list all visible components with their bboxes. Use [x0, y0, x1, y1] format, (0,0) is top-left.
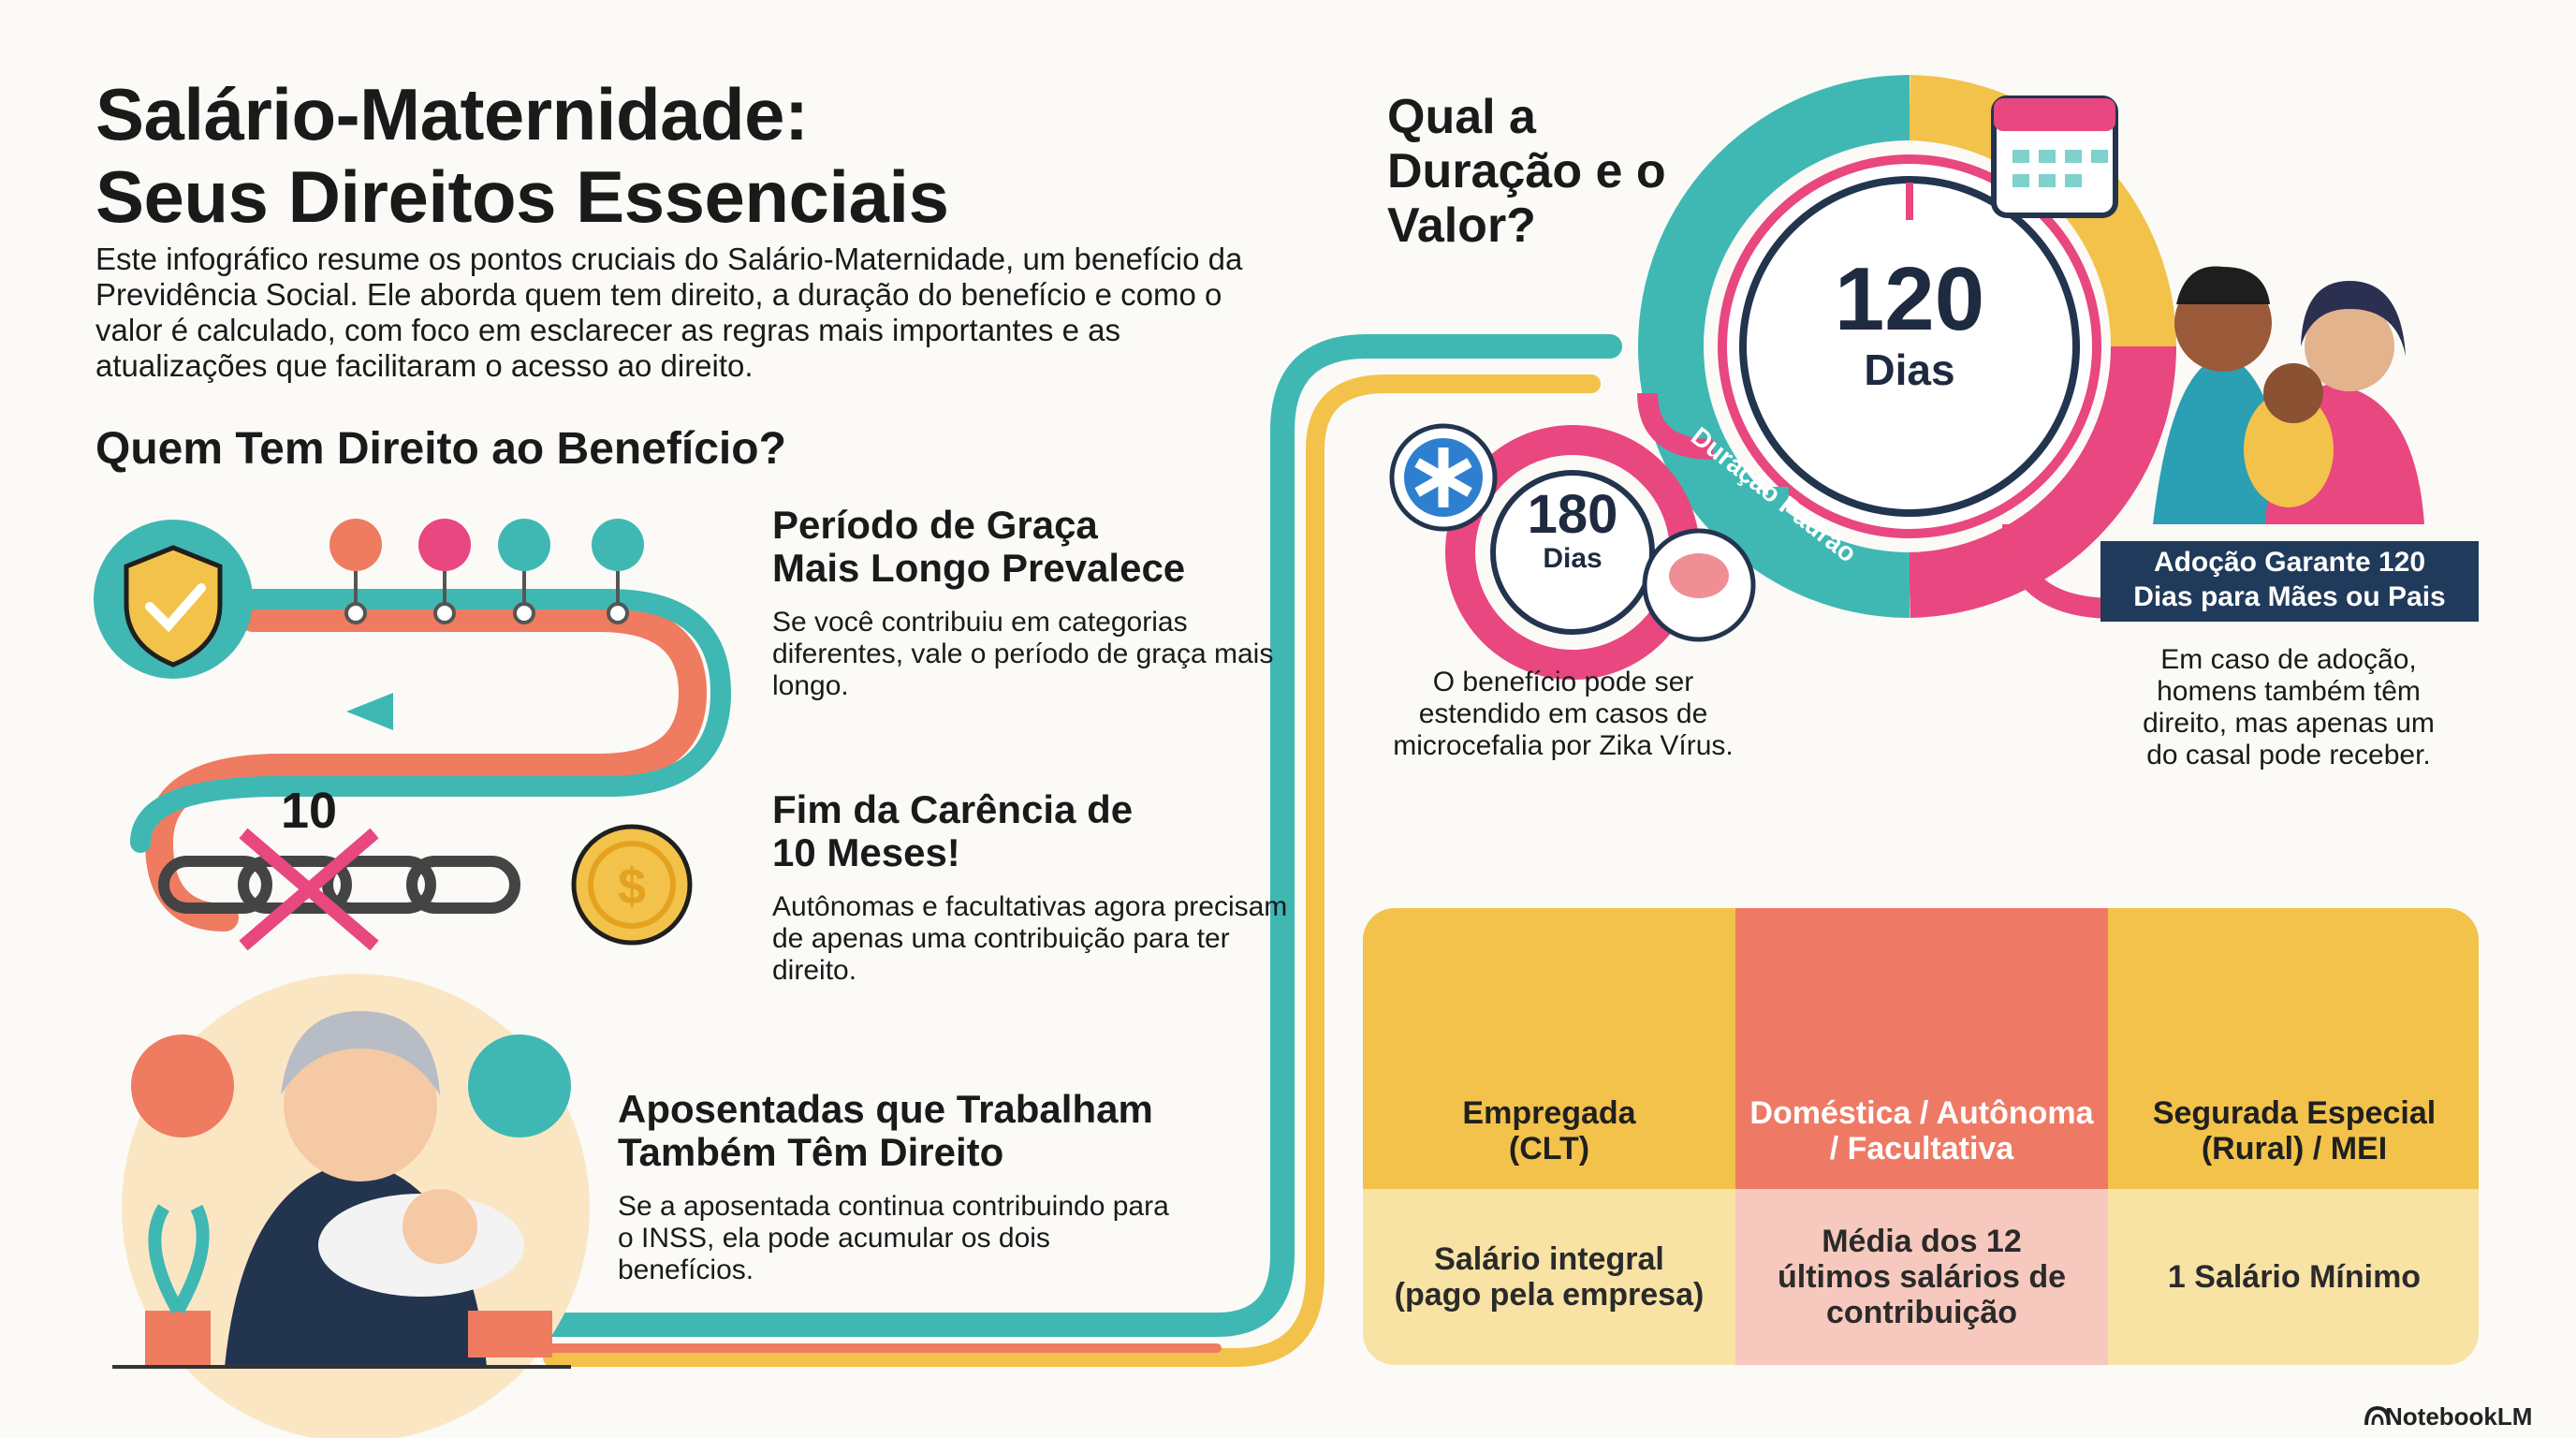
column-value: Média dos 12 últimos salários de contrib… — [1778, 1224, 2066, 1330]
retired-item: Aposentadas que Trabalham Também Têm Dir… — [618, 1088, 1217, 1286]
column-value: Salário integral (pago pela empresa) — [1395, 1241, 1705, 1313]
main-days-number: 120 — [1834, 249, 1985, 349]
extended-days-number: 180 — [1527, 484, 1618, 545]
column-value-line: 1 Salário Mínimo — [2167, 1259, 2422, 1295]
brain-icon — [1642, 528, 1756, 642]
column-value-line: (pago pela empresa) — [1394, 1277, 1705, 1313]
column-label: Segurada Especial (Rural) / MEI — [2108, 1095, 2479, 1167]
main-days-unit: Dias — [1864, 345, 1955, 394]
column-value-bg: Média dos 12 últimos salários de contrib… — [1735, 1189, 2108, 1365]
item-title-line: Também Têm Direito — [618, 1130, 1004, 1174]
column-value-line: contribuição — [1825, 1295, 2018, 1330]
column-header-bg — [1735, 908, 2108, 1189]
column-value-line: Salário integral — [1434, 1241, 1664, 1277]
extended-ring — [1445, 425, 1700, 680]
adoption-banner-line: Dias para Mães ou Pais — [2133, 581, 2446, 612]
column-label: Doméstica / Autônoma / Facultativa — [1735, 1095, 2108, 1167]
duration-title-line: Valor? — [1387, 198, 1536, 253]
broken-chain-icon — [158, 828, 520, 951]
page-title: Salário-Maternidade: Seus Direitos Essen… — [95, 73, 949, 238]
adoption-banner-line: Adoção Garante 120 — [2153, 547, 2426, 578]
adoptive-family-illustration — [2153, 266, 2424, 524]
calendar-icon — [1991, 95, 2118, 218]
item-body: Se você contribuiu em categorias diferen… — [772, 607, 1274, 701]
duration-clock-ring — [1638, 75, 2176, 618]
column-value-bg: 1 Salário Mínimo — [2108, 1189, 2479, 1365]
item-title-line: Mais Longo Prevalece — [772, 546, 1186, 590]
carencia-item: Fim da Carência de 10 Meses! Autônomas e… — [772, 788, 1296, 987]
chain-number: 10 — [281, 783, 338, 839]
title-line-2: Seus Direitos Essenciais — [95, 155, 949, 238]
extended-duration: 180 Dias — [1498, 487, 1647, 575]
column-value: 1 Salário Mínimo — [2168, 1259, 2421, 1295]
item-body: Se a aposentada continua contribuindo pa… — [618, 1191, 1169, 1285]
adoption-banner: Adoção Garante 120 Dias para Mães ou Pai… — [2100, 541, 2479, 622]
value-column-domestic: Doméstica / Autônoma / Facultativa Média… — [1735, 908, 2108, 1365]
duration-title-line: Duração e o — [1387, 144, 1666, 198]
column-header-bg — [1363, 908, 1735, 1189]
coin-icon: $ — [571, 824, 693, 946]
value-column-rural: Segurada Especial (Rural) / MEI 1 Salári… — [2108, 908, 2479, 1365]
duration-section-title: Qual a Duração e o Valor? — [1387, 90, 1666, 253]
duration-title-line: Qual a — [1387, 90, 1536, 144]
item-title-line: Período de Graça — [772, 503, 1098, 547]
column-value-line: Média dos 12 — [1822, 1224, 2022, 1259]
medical-star-icon — [1389, 423, 1498, 532]
grace-period-item: Período de Graça Mais Longo Prevalece Se… — [772, 504, 1296, 702]
svg-text:$: $ — [618, 858, 646, 915]
item-title-line: Aposentadas que Trabalham — [618, 1087, 1153, 1131]
item-title-line: 10 Meses! — [772, 830, 960, 874]
column-label: Empregada (CLT) — [1363, 1095, 1735, 1167]
column-header-bg — [2108, 908, 2479, 1189]
intro-text: Este infográfico resume os pontos crucia… — [95, 242, 1243, 383]
column-label-line: Doméstica / Autônoma — [1749, 1095, 2094, 1131]
column-label-line: Empregada — [1462, 1095, 1636, 1131]
column-label-line: Segurada Especial — [2152, 1095, 2437, 1131]
column-value-line: últimos salários de — [1778, 1259, 2066, 1295]
map-pins — [329, 519, 644, 624]
item-title-line: Fim da Carência de — [772, 787, 1134, 831]
grandmother-with-baby-illustration — [112, 974, 590, 1438]
extended-days-unit: Dias — [1543, 543, 1603, 574]
shield-icon — [94, 520, 253, 679]
main-duration: 120 Dias — [1778, 249, 2041, 394]
item-body: Autônomas e facultativas agora precisam … — [772, 891, 1288, 986]
column-label-line: (CLT) — [1508, 1131, 1590, 1167]
value-table: Empregada (CLT) Salário integral (pago p… — [1363, 908, 2479, 1365]
column-value-bg: Salário integral (pago pela empresa) — [1363, 1189, 1735, 1365]
notebooklm-logo-icon — [2364, 1405, 2391, 1426]
extended-note: O benefício pode ser estendido em casos … — [1393, 667, 1734, 761]
brand-label: NotebookLM — [2385, 1402, 2533, 1431]
title-line-1: Salário-Maternidade: — [95, 73, 809, 155]
who-section-title: Quem Tem Direito ao Benefício? — [95, 424, 786, 474]
column-label-line: / Facultativa — [1829, 1131, 2014, 1167]
column-label-line: (Rural) / MEI — [2201, 1131, 2388, 1167]
value-column-employee: Empregada (CLT) Salário integral (pago p… — [1363, 908, 1735, 1365]
adoption-note: Em caso de adoção, homens também têm dir… — [2143, 644, 2435, 770]
